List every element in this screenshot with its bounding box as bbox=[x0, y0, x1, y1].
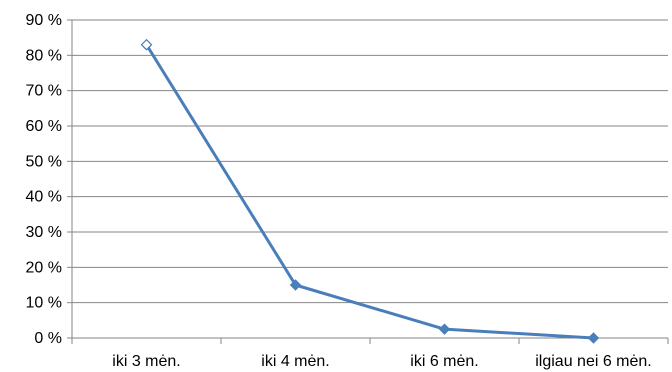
data-point-marker bbox=[289, 279, 302, 291]
x-tick-label: iki 3 mėn. bbox=[112, 353, 180, 370]
y-tick-label: 50 % bbox=[26, 153, 62, 170]
y-axis-ticks: 0 % 10 % 20 % 30 % 40 % 50 % 60 % 70 % 80 % 90 % bbox=[26, 12, 62, 347]
x-tick-label: ilgiau nei 6 mėn. bbox=[535, 353, 652, 370]
gridlines bbox=[72, 19, 668, 304]
data-point-marker bbox=[438, 323, 451, 335]
y-tick-label: 30 % bbox=[26, 224, 62, 241]
series-group bbox=[140, 38, 600, 344]
x-axis-labels: iki 3 mėn. iki 4 mėn. iki 6 mėn. ilgiau nei… bbox=[112, 353, 651, 370]
x-tick-label: iki 6 mėn. bbox=[410, 353, 478, 370]
y-tick-label: 10 % bbox=[26, 295, 62, 312]
axes bbox=[67, 19, 669, 344]
data-point-marker bbox=[587, 332, 600, 344]
y-tick-label: 60 % bbox=[26, 118, 62, 135]
y-tick-label: 40 % bbox=[26, 189, 62, 206]
x-tick-label: iki 4 mėn. bbox=[261, 353, 329, 370]
y-tick-label: 90 % bbox=[26, 12, 62, 29]
y-tick-label: 80 % bbox=[26, 47, 62, 64]
series-line bbox=[145, 43, 594, 340]
y-tick-label: 70 % bbox=[26, 83, 62, 100]
y-tick-label: 0 % bbox=[34, 330, 62, 347]
y-tick-label: 20 % bbox=[26, 259, 62, 276]
data-point-marker bbox=[140, 38, 153, 51]
